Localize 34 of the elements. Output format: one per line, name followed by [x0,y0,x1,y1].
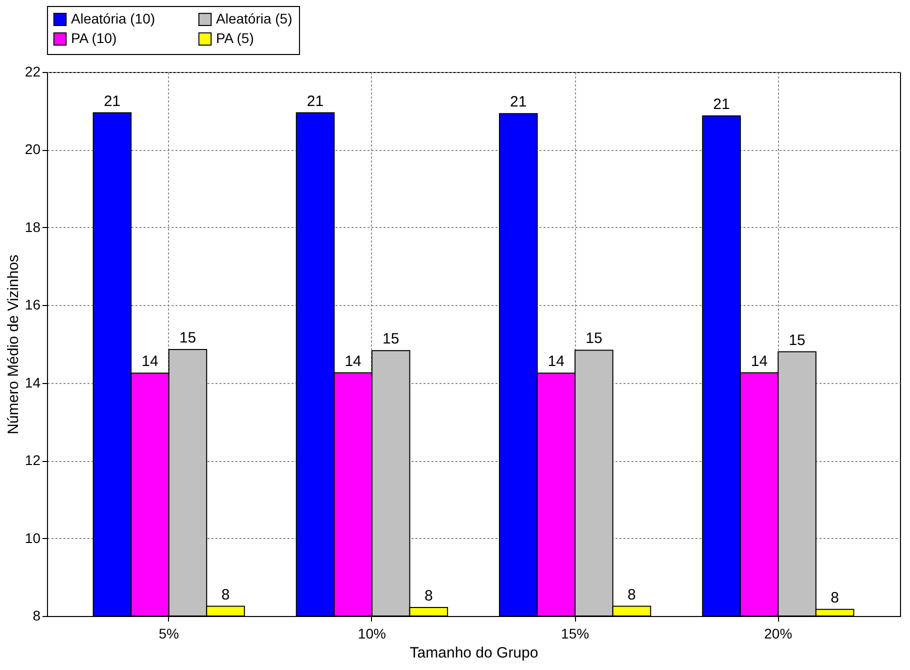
x-tick-label: 15% [561,626,590,642]
y-tick-label: 22 [24,64,41,80]
legend-label: Aleatória (5) [216,10,292,26]
legend-label: Aleatória (10) [71,10,156,26]
data-label: 14 [344,352,362,370]
data-label: 8 [628,586,636,604]
data-label: 15 [586,330,602,348]
y-tick-label: 14 [24,374,41,390]
data-label: 8 [221,586,230,604]
x-tick-label: 5% [158,626,179,642]
y-tick-label: 16 [24,296,41,313]
x-tick-label: 20% [764,626,792,642]
y-tick-label: 8 [32,608,41,624]
legend-label: PA (5) [216,30,254,46]
data-label: 14 [750,352,768,370]
data-label: 8 [424,587,433,604]
x-tick-label: 10% [358,626,386,642]
y-axis-title: Número Médio de Vizinhos [4,254,22,434]
y-tick-label: 20 [24,141,41,158]
y-tick-label: 12 [24,452,41,468]
data-label: 21 [104,92,121,110]
data-label: 8 [830,589,839,606]
data-label: 15 [179,329,196,346]
y-tick-label: 10 [24,530,41,546]
data-label: 21 [510,94,527,111]
legend-label: PA (10) [71,30,117,46]
x-axis-title: Tamanho do Grupo [410,644,538,662]
data-label: 21 [306,92,324,110]
data-label: 14 [142,353,158,370]
data-label: 15 [382,330,400,348]
data-label: 14 [548,353,564,370]
y-tick-label: 18 [24,218,41,235]
data-label: 21 [713,96,730,113]
data-label: 15 [788,332,806,349]
